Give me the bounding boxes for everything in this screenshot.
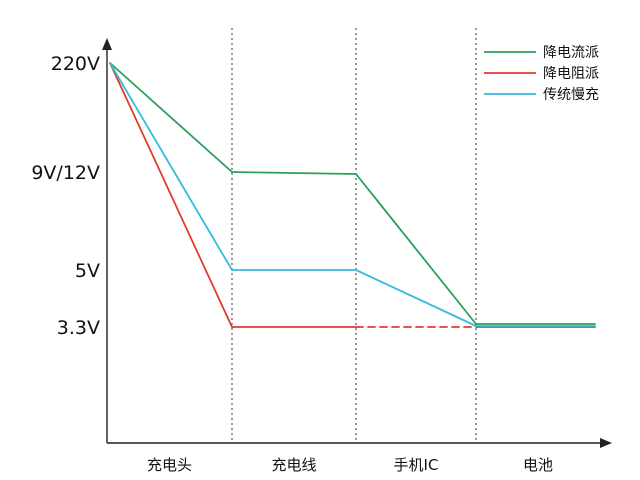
axes bbox=[102, 38, 612, 448]
x-tick-label-3: 手机IC bbox=[394, 456, 439, 474]
grid-separators bbox=[231, 28, 477, 443]
series-1-segment-3 bbox=[355, 173, 477, 325]
legend-label-1: 降电流派 bbox=[543, 45, 599, 61]
y-tick-label-4: 3.3V bbox=[57, 317, 100, 339]
series-3-segment-3 bbox=[355, 269, 477, 327]
y-tick-label-1: 220V bbox=[51, 53, 100, 75]
legend-label-3: 传统慢充 bbox=[543, 86, 599, 103]
series-3-segment-1 bbox=[109, 62, 233, 271]
y-tick-label-2: 9V/12V bbox=[31, 162, 100, 184]
x-tick-labels: 充电头 充电线 手机IC 电池 bbox=[147, 456, 553, 474]
series-1-segment-1 bbox=[109, 62, 233, 173]
series-1-segment-2 bbox=[231, 171, 357, 175]
series-lines bbox=[109, 62, 596, 328]
series-2-segment-1 bbox=[109, 62, 233, 328]
x-tick-label-2: 充电线 bbox=[271, 456, 316, 474]
legend-label-2: 降电阻派 bbox=[543, 66, 599, 82]
y-tick-labels: 220V 9V/12V 5V 3.3V bbox=[31, 53, 100, 339]
y-axis-arrow bbox=[102, 38, 112, 50]
x-tick-label-4: 电池 bbox=[523, 456, 553, 474]
y-tick-label-3: 5V bbox=[75, 260, 100, 282]
x-tick-label-1: 充电头 bbox=[147, 456, 192, 474]
x-axis-arrow bbox=[600, 438, 612, 448]
